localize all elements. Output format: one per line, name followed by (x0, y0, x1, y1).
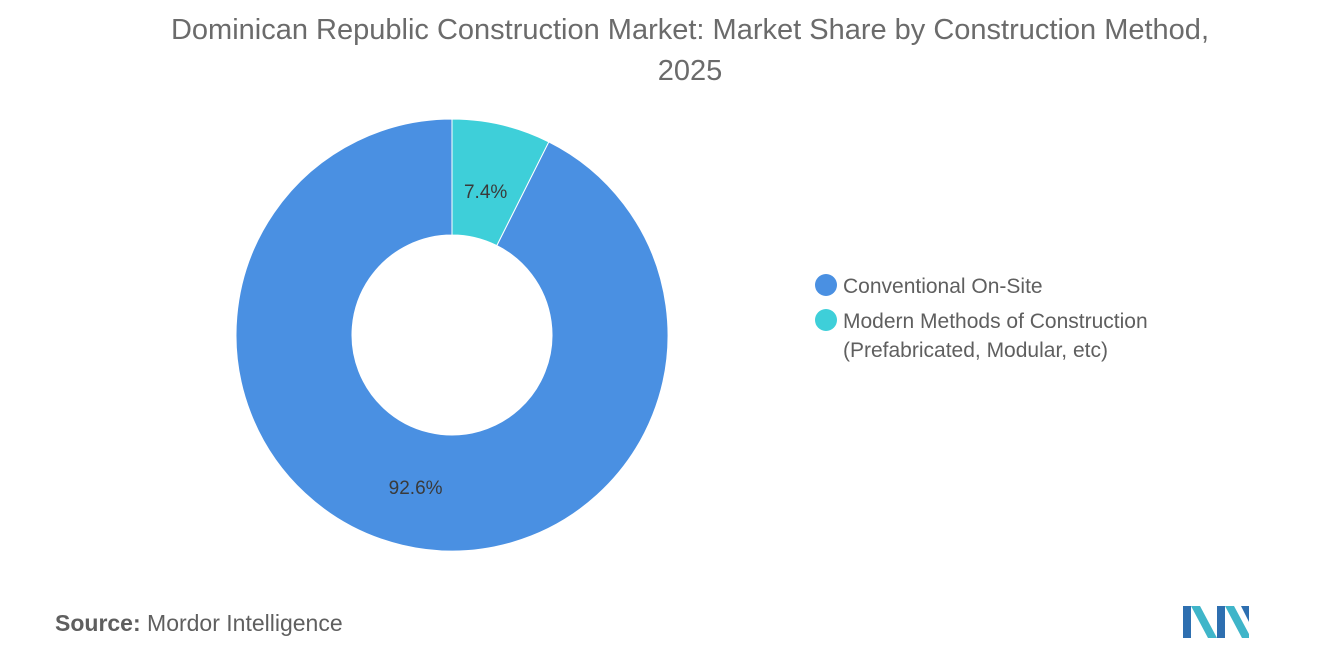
chart-legend: Conventional On-Site Modern Methods of C… (815, 272, 1188, 371)
legend-item-conventional: Conventional On-Site (815, 272, 1188, 301)
legend-swatch-modern-methods (815, 309, 837, 331)
donut-slice-conventional (235, 118, 669, 552)
legend-label-modern-methods: Modern Methods of Construction (Prefabri… (843, 310, 1148, 362)
chart-title: Dominican Republic Construction Market: … (170, 14, 1209, 87)
source-label: Source: (55, 610, 141, 636)
source-value: Mordor Intelligence (147, 610, 343, 636)
legend-label-conventional: Conventional On-Site (843, 275, 1043, 298)
slice-label-conventional: 92.6% (389, 478, 443, 499)
legend-item-modern-methods: Modern Methods of Construction (Prefabri… (815, 307, 1188, 365)
source-note: Source: Mordor Intelligence (55, 610, 343, 637)
slice-label-modern-methods: 7.4% (464, 182, 507, 203)
legend-swatch-conventional (815, 274, 837, 296)
mordor-intelligence-logo (1183, 606, 1249, 638)
